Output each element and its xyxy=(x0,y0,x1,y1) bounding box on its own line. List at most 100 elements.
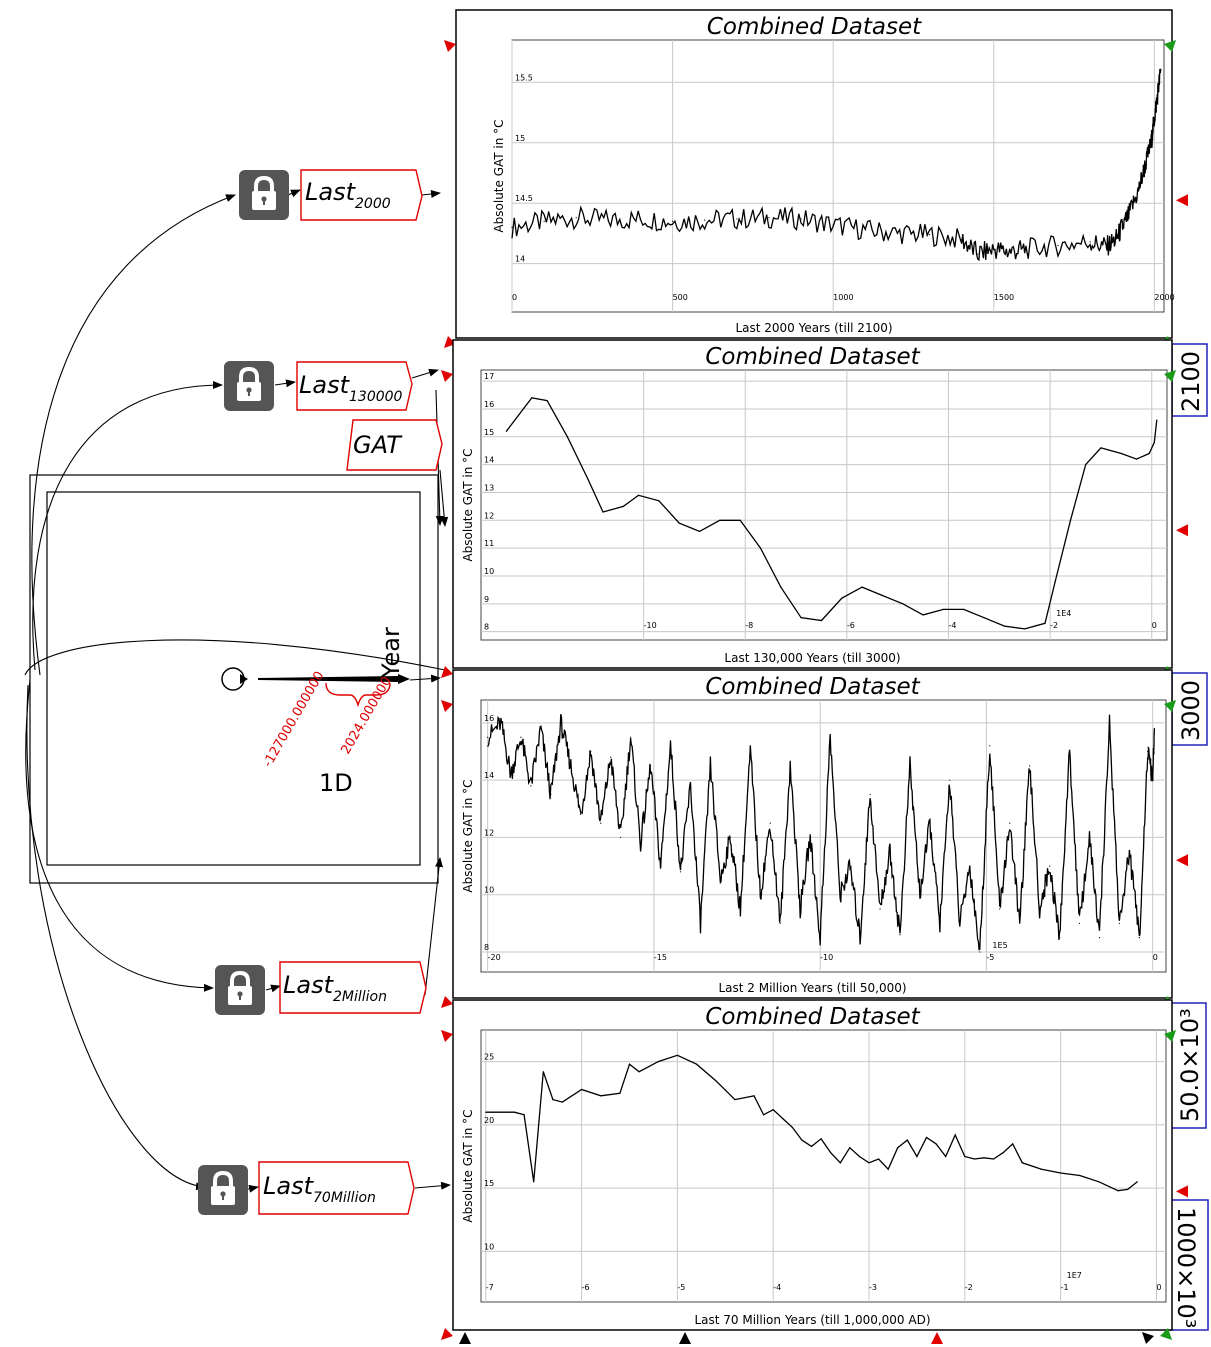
data-point xyxy=(819,937,821,939)
scroll-marker-right[interactable] xyxy=(1142,1332,1154,1344)
side-box-3000[interactable]: 3000 xyxy=(1171,672,1208,746)
y-axis-label: Absolute GAT in °C xyxy=(461,779,475,892)
lock-button-70million[interactable] xyxy=(198,1165,248,1215)
scroll-marker-mid[interactable] xyxy=(679,1332,691,1344)
side-box-value: 2100 xyxy=(1177,351,1205,412)
data-point xyxy=(830,1152,832,1154)
data-point xyxy=(1152,779,1154,781)
data-point xyxy=(1088,836,1091,839)
data-point xyxy=(602,511,604,513)
lock-button-2000[interactable] xyxy=(239,170,289,220)
side-box-2100[interactable]: 2100 xyxy=(1171,343,1208,417)
corner-handle-green[interactable] xyxy=(1160,1328,1172,1340)
data-point xyxy=(928,234,931,236)
corner-handle-red[interactable] xyxy=(441,1328,453,1340)
connector-arrow xyxy=(265,984,281,993)
lock-button-130000[interactable] xyxy=(224,361,274,411)
position-marker-red[interactable] xyxy=(1176,524,1188,537)
x-tick-label: -5 xyxy=(986,953,994,962)
x-tick-label: -6 xyxy=(847,621,855,630)
chart-title: Combined Dataset xyxy=(705,674,920,700)
data-point xyxy=(739,908,741,910)
data-point xyxy=(540,728,542,730)
lock-icon xyxy=(228,970,252,1005)
connector-arrow xyxy=(409,674,441,683)
resize-handle-red[interactable] xyxy=(444,40,456,52)
y-tick-label: 8 xyxy=(484,943,489,952)
x-axis-label: Last 70 Million Years (till 1,000,000 AD… xyxy=(694,1313,930,1327)
side-box-1000k[interactable]: 1000×10³ xyxy=(1169,1199,1209,1331)
corner-handle-red[interactable] xyxy=(441,996,453,1008)
data-point xyxy=(719,519,721,521)
lock-button-2million[interactable] xyxy=(215,965,265,1015)
y-tick-label: 16 xyxy=(484,400,494,409)
data-point xyxy=(969,865,971,867)
resize-handle-red[interactable] xyxy=(441,700,453,712)
tag-last-130000[interactable]: Last130000 xyxy=(296,361,413,411)
side-box-50k[interactable]: 50.0×10³ xyxy=(1169,1002,1207,1129)
corner-handle-red[interactable] xyxy=(441,666,453,678)
scroll-marker-left[interactable] xyxy=(459,1332,471,1344)
tag-last-2million[interactable]: Last2Million xyxy=(279,961,427,1014)
data-point xyxy=(1079,1174,1081,1177)
data-point xyxy=(1136,1181,1138,1183)
data-point xyxy=(1156,93,1159,95)
series-line xyxy=(485,1054,1138,1192)
data-point xyxy=(841,597,843,599)
data-point xyxy=(649,765,652,767)
resize-handle-green[interactable] xyxy=(1164,40,1176,52)
data-point xyxy=(1069,519,1072,521)
range-end-value: 2024.000000 xyxy=(338,674,394,757)
tag-frame xyxy=(279,961,427,1014)
y-tick-label: 25 xyxy=(484,1053,494,1062)
chart-title: Combined Dataset xyxy=(707,14,922,40)
tag-sub: 2Million xyxy=(333,989,387,1005)
data-point xyxy=(839,894,841,896)
position-marker-red[interactable] xyxy=(1176,1185,1188,1198)
data-point xyxy=(789,765,791,767)
data-point xyxy=(658,500,660,502)
data-point xyxy=(600,822,602,824)
data-point xyxy=(513,1111,516,1113)
position-marker-red[interactable] xyxy=(1176,194,1188,207)
axis-multiplier: 1E4 xyxy=(1056,609,1071,618)
scroll-marker-red[interactable] xyxy=(931,1332,943,1344)
axis-widget-inner-frame xyxy=(46,491,421,866)
x-tick-label: -2 xyxy=(1050,621,1058,630)
data-point xyxy=(768,217,770,219)
tag-main: Last xyxy=(263,1172,315,1200)
connector-curve xyxy=(31,194,236,676)
side-box-frame xyxy=(1171,343,1208,417)
x-tick-label: 2000 xyxy=(1154,293,1174,302)
connector-curve xyxy=(24,639,446,676)
x-tick-label: -1 xyxy=(1061,1283,1069,1292)
resize-handle-red[interactable] xyxy=(441,370,453,382)
y-tick-label: 9 xyxy=(484,595,489,604)
data-point xyxy=(1156,419,1158,421)
tag-gat[interactable]: GAT xyxy=(346,419,443,471)
resize-handle-green[interactable] xyxy=(1164,370,1176,382)
data-point xyxy=(1098,937,1101,939)
axis-widget[interactable]: Year -127000.000000 2024.000000 1D xyxy=(29,474,439,884)
data-point xyxy=(678,522,680,524)
svg-text:Last130000: Last130000 xyxy=(299,371,403,405)
data-point xyxy=(809,836,811,839)
data-point xyxy=(772,1109,774,1111)
data-point xyxy=(648,1066,650,1068)
data-point xyxy=(879,908,881,910)
y-tick-label: 15 xyxy=(484,1179,494,1188)
data-point xyxy=(992,1158,995,1160)
data-point xyxy=(487,736,489,738)
y-tick-label: 15 xyxy=(484,428,494,437)
tag-frame xyxy=(258,1161,415,1215)
resize-handle-green[interactable] xyxy=(1164,1030,1176,1042)
tag-last-2000[interactable]: Last2000 xyxy=(300,169,423,221)
resize-handle-red[interactable] xyxy=(441,1030,453,1042)
axis-widget-outer-frame xyxy=(29,474,439,884)
resize-handle-green[interactable] xyxy=(1164,700,1176,712)
tag-sub: 70Million xyxy=(313,1190,376,1206)
tag-last-70million[interactable]: Last70Million xyxy=(258,1161,415,1215)
position-marker-red[interactable] xyxy=(1176,854,1188,867)
data-point xyxy=(657,1061,659,1063)
data-point xyxy=(699,922,702,924)
